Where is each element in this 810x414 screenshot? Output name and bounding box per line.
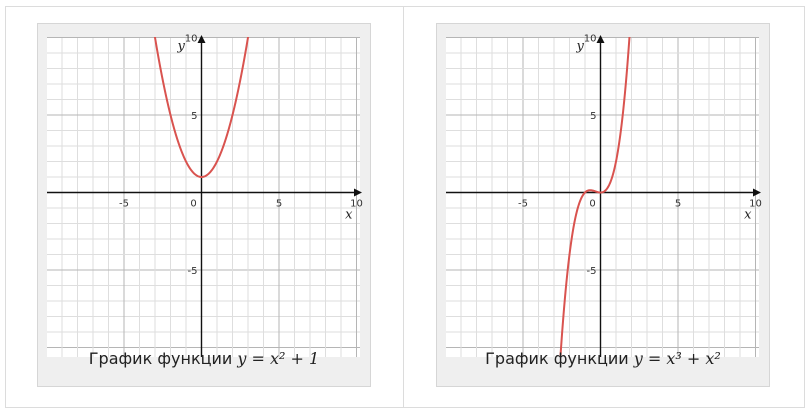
y-tick-label: 10 xyxy=(185,34,198,45)
y-tick-label: -5 xyxy=(587,266,597,277)
x-axis-label: x xyxy=(744,208,752,223)
plot-area xyxy=(47,37,360,357)
chart-caption-right: График функции y = x³ + x² xyxy=(437,349,769,368)
x-tick-label: 10 xyxy=(749,199,762,210)
y-axis-label: y xyxy=(177,39,186,54)
y-tick-label: -5 xyxy=(188,266,198,277)
x-tick-label: 10 xyxy=(350,199,363,210)
y-tick-label: 5 xyxy=(590,111,596,122)
y-tick-label: 5 xyxy=(191,111,197,122)
x-axis-arrow xyxy=(753,188,761,197)
chart-caption-left: График функции y = x² + 1 xyxy=(38,349,370,368)
x-tick-label: 0 xyxy=(190,199,196,210)
chart-panel-left: -5 0 5 10 10 5 -5 x y График функции y = x² + 1 xyxy=(37,23,371,387)
x-axis-label: x xyxy=(345,208,353,223)
chart-panel-right: -5 0 5 10 10 5 -5 x y График функции y = x³ + x² xyxy=(436,23,770,387)
x-tick-label: 5 xyxy=(276,199,282,210)
caption-formula: y = x² + 1 xyxy=(237,349,320,368)
caption-formula: y = x³ + x² xyxy=(633,349,721,368)
y-axis-arrow xyxy=(197,35,206,43)
column-divider xyxy=(403,6,404,408)
chart-svg-left: -5 0 5 10 10 5 -5 x y xyxy=(47,34,363,357)
plot-area xyxy=(446,37,759,357)
y-axis-label: y xyxy=(576,39,585,54)
x-tick-label: 0 xyxy=(589,199,595,210)
x-axis-arrow xyxy=(354,188,362,197)
y-axis-arrow xyxy=(596,35,605,43)
caption-text: График функции xyxy=(485,349,629,368)
function-curve xyxy=(559,37,631,356)
chart-svg-right: -5 0 5 10 10 5 -5 x y xyxy=(446,34,762,357)
caption-text: График функции xyxy=(88,349,233,368)
x-tick-label: -5 xyxy=(518,199,528,210)
function-curve xyxy=(153,37,250,179)
x-tick-label: 5 xyxy=(675,199,681,210)
y-tick-label: 10 xyxy=(584,34,597,45)
x-tick-label: -5 xyxy=(119,199,129,210)
